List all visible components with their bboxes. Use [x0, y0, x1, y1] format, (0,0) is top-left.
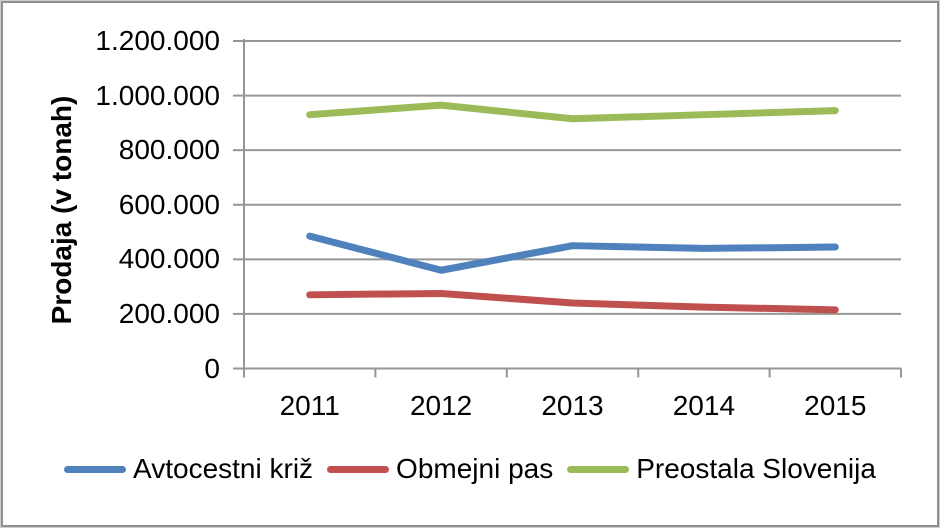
x-axis-label: 2012 — [409, 390, 473, 421]
legend-label: Preostala Slovenija — [636, 453, 876, 484]
legend-item-preostala-slovenija: Preostala Slovenija — [567, 455, 876, 483]
legend-label: Obmejni pas — [396, 453, 554, 484]
x-axis-label: 2011 — [279, 390, 340, 421]
legend-line-sample-preostala-slovenija — [567, 465, 630, 473]
x-axis-label: 2015 — [804, 390, 867, 421]
y-axis-tick-label: 800.000 — [118, 134, 220, 166]
y-axis-tick-label: 600.000 — [118, 188, 220, 220]
y-axis-tick-label: 1.000.000 — [95, 79, 220, 111]
series-line-obmejni-pas — [306, 289, 839, 314]
y-axis-tick-label: 0 — [204, 352, 220, 384]
series-line-avtocestni-kriz — [306, 232, 839, 274]
x-axis-label: 2014 — [672, 390, 736, 421]
series-line-preostala-slovenija — [306, 101, 839, 123]
x-axis-label: 2013 — [541, 390, 604, 421]
legend-item-obmejni-pas: Obmejni pas — [327, 455, 553, 483]
chart-legend: Avtocestni križ Obmejni pas Preostala Slov… — [0, 451, 940, 487]
legend-label: Avtocestni križ — [133, 453, 314, 484]
legend-item-avtocestni-kriz: Avtocestni križ — [64, 455, 313, 483]
y-axis-tick-label: 400.000 — [118, 243, 220, 275]
legend-line-sample-obmejni-pas — [327, 465, 390, 473]
y-axis-tick-label: 1.200.000 — [95, 25, 220, 56]
y-axis-tick-label: 200.000 — [118, 297, 220, 329]
legend-line-sample-avtocestni-kriz — [64, 465, 127, 473]
